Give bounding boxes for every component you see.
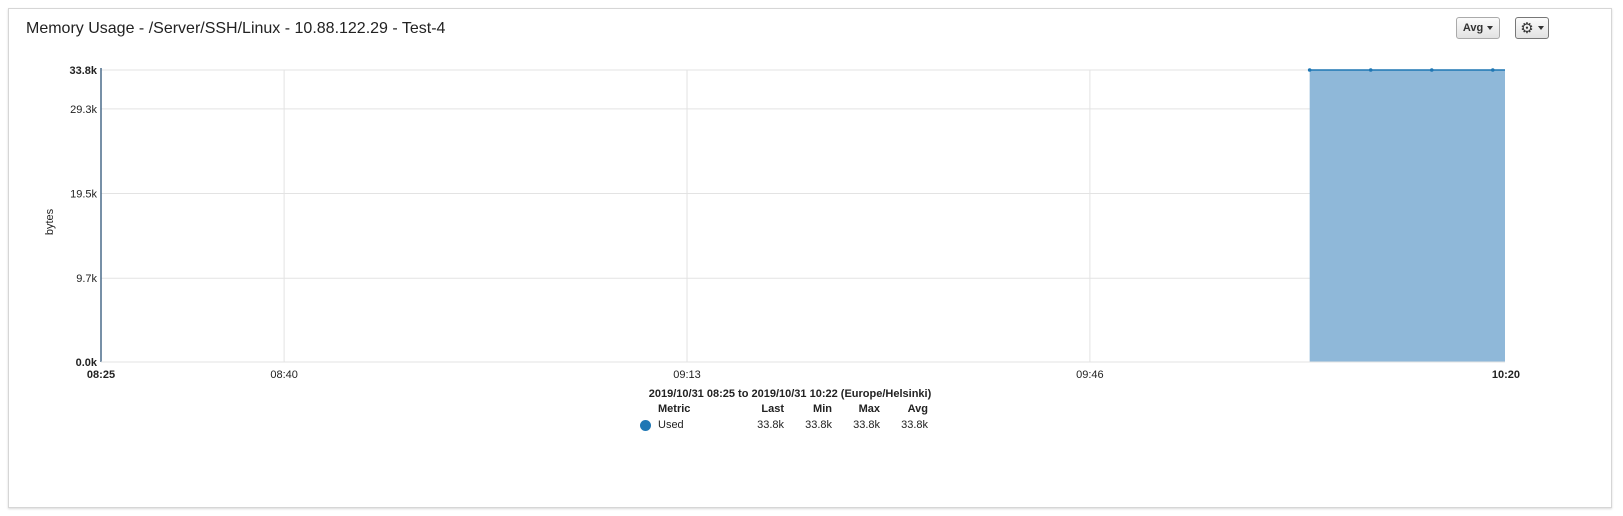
caret-down-icon	[1537, 26, 1544, 30]
legend-header-avg: Avg	[907, 403, 928, 415]
chart-series-area	[1307, 68, 1505, 362]
series-point	[1429, 68, 1434, 72]
legend-metric: Used	[658, 419, 684, 431]
legend-header-metric: Metric	[658, 403, 691, 415]
x-tick-label: 09:13	[673, 369, 701, 381]
series-color-dot	[640, 419, 651, 431]
legend-max: 33.8k	[853, 419, 880, 431]
legend-min: 33.8k	[805, 419, 832, 431]
x-tick-label: 09:46	[1076, 369, 1104, 381]
legend-table: Metric Last Min Max Avg Used 33.8k 33.8k…	[640, 402, 928, 434]
legend-header-max: Max	[858, 403, 880, 415]
caret-down-icon	[1487, 26, 1494, 30]
legend-header-row: Metric Last Min Max Avg	[640, 402, 928, 416]
settings-dropdown-button[interactable]: ⚙	[1515, 17, 1549, 39]
x-tick-label: 10:20	[1492, 369, 1520, 381]
legend-time-range: 2019/10/31 08:25 to 2019/10/31 10:22 (Eu…	[648, 388, 932, 400]
y-tick-labels: 0.0k 9.7k 19.5k 29.3k 33.8k	[69, 65, 97, 369]
x-tick-label: 08:40	[270, 369, 298, 381]
gear-icon: ⚙	[1520, 19, 1534, 37]
panel-title: Memory Usage - /Server/SSH/Linux - 10.88…	[26, 20, 446, 37]
y-axis-label: bytes	[44, 208, 56, 235]
y-tick-label: 0.0k	[76, 357, 98, 369]
y-tick-label: 9.7k	[76, 273, 97, 285]
chart-axes	[100, 68, 1505, 363]
legend-header-min: Min	[813, 403, 832, 415]
y-tick-label: 33.8k	[69, 65, 97, 77]
series-point	[1368, 68, 1373, 72]
series-point	[1490, 68, 1495, 72]
series-point	[1307, 68, 1312, 72]
aggregate-label: Avg	[1462, 22, 1484, 34]
aggregate-dropdown-button[interactable]: Avg	[1456, 17, 1500, 39]
chart-grid	[101, 69, 1505, 363]
y-tick-label: 19.5k	[70, 189, 97, 201]
legend-row-used[interactable]: Used 33.8k 33.8k 33.8k 33.8k	[640, 416, 928, 434]
x-tick-labels: 08:25 08:40 09:13 09:46 10:20	[87, 369, 1520, 381]
series-area-used	[1309, 70, 1505, 362]
x-tick-label: 08:25	[87, 369, 115, 381]
legend-avg: 33.8k	[901, 419, 928, 431]
y-tick-label: 29.3k	[70, 104, 97, 116]
legend-last: 33.8k	[757, 419, 784, 431]
legend-header-last: Last	[761, 403, 784, 415]
